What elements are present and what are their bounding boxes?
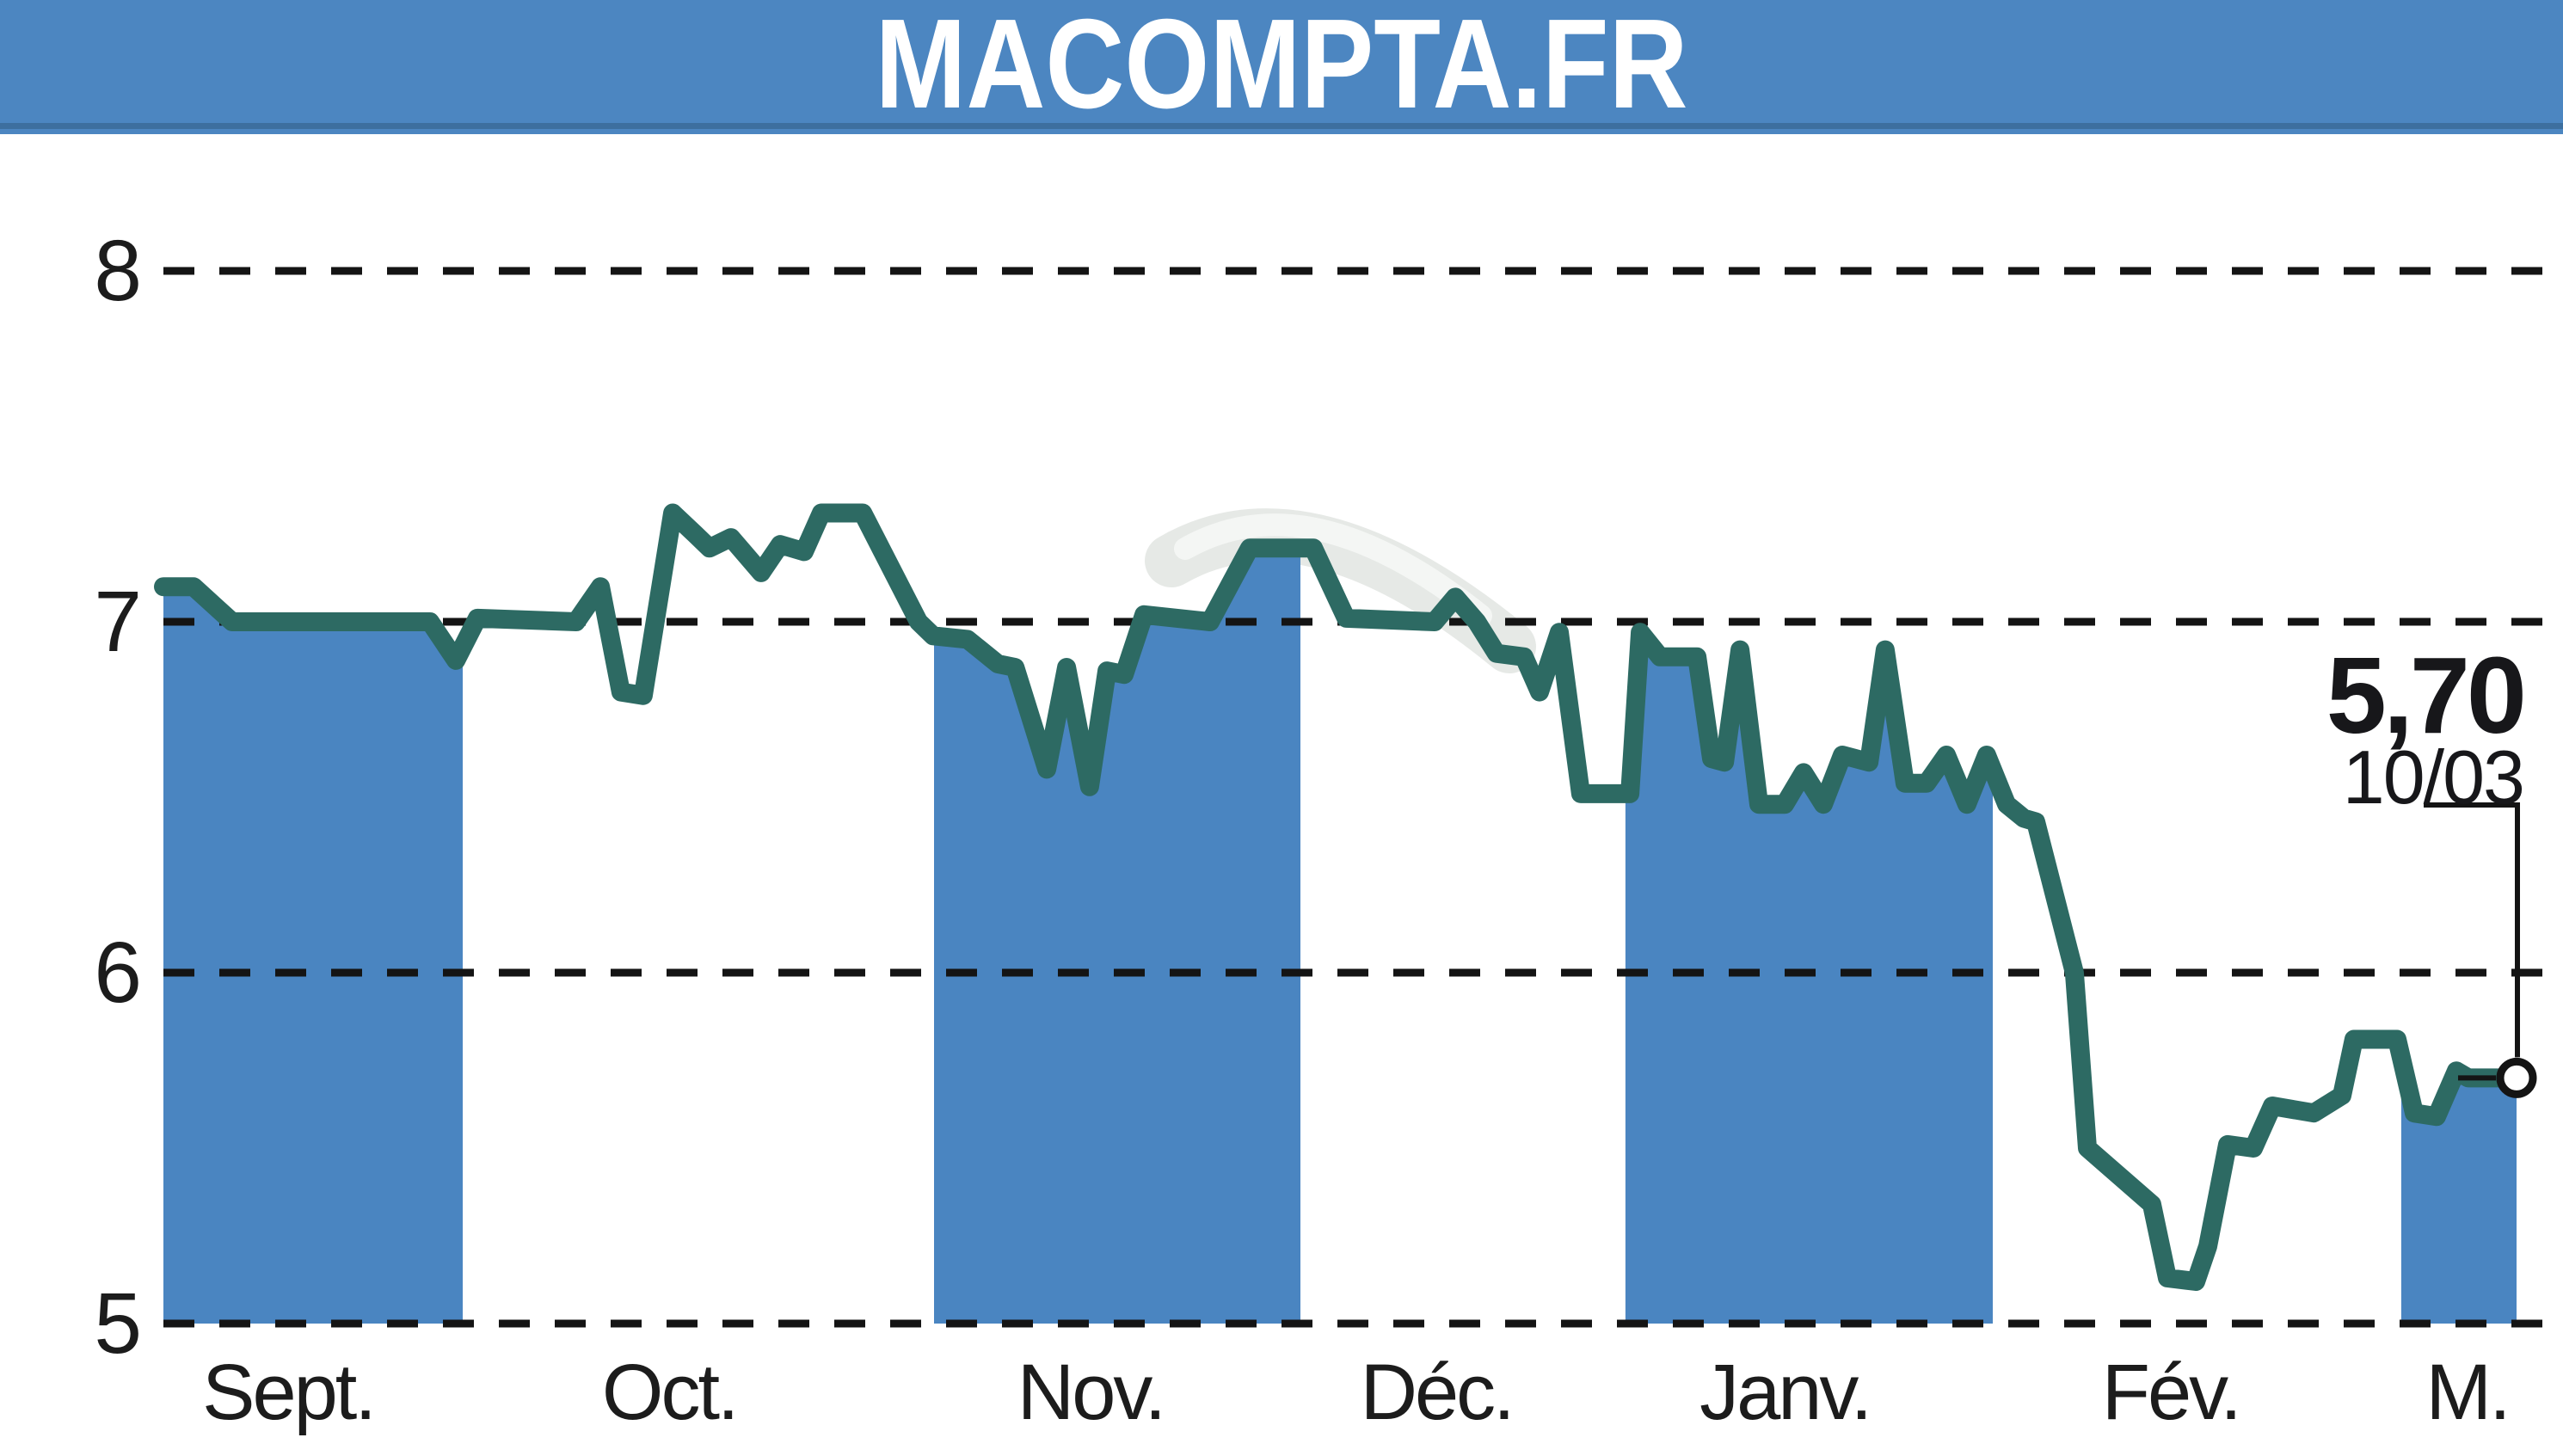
month-label: Fév. <box>2102 1348 2240 1436</box>
x-axis-labels: Sept. Oct. Nov. Déc. Janv. Fév. M. <box>202 1348 2511 1436</box>
month-label: M. <box>2425 1348 2508 1436</box>
last-date-label: 10/03 <box>2342 734 2525 820</box>
price-line <box>154 503 2526 1291</box>
month-label: Sept. <box>202 1348 374 1436</box>
month-label: Janv. <box>1699 1348 1870 1436</box>
y-tick-label: 7 <box>94 574 139 670</box>
y-axis-labels: 8 7 6 5 <box>94 223 142 1372</box>
month-label: Oct. <box>602 1348 737 1436</box>
shaded-month-area <box>163 587 463 1324</box>
month-shading <box>163 548 2517 1324</box>
last-price-label: 5,70 <box>2326 635 2527 756</box>
shaded-month-area <box>934 548 1300 1324</box>
brand-title: MACOMPTA.FR <box>875 0 1688 135</box>
annotation-leader-line <box>2424 802 2520 1058</box>
y-tick-label: 6 <box>94 925 139 1021</box>
gridlines <box>163 267 2544 1328</box>
last-point-marker <box>2496 1057 2537 1098</box>
shaded-month-area <box>1625 632 1993 1324</box>
header-bar: MACOMPTA.FR <box>0 0 2563 135</box>
endpoint-annotation <box>2424 802 2537 1098</box>
month-label: Nov. <box>1017 1348 1164 1436</box>
watermark-arc-highlight <box>1174 513 1492 627</box>
month-label: Déc. <box>1361 1348 1513 1436</box>
y-tick-label: 8 <box>94 223 139 319</box>
header-bottom-stripe <box>0 123 2563 129</box>
y-tick-label: 5 <box>94 1275 139 1372</box>
